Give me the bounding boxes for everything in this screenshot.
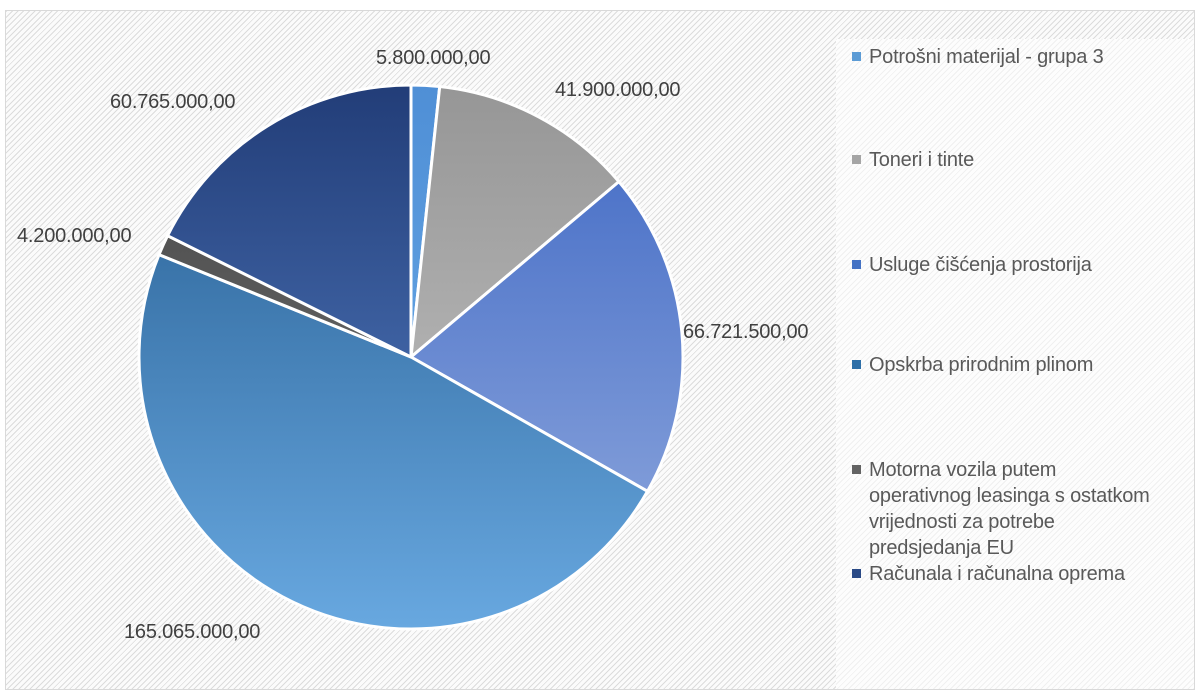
legend-label: Motorna vozila putem operativnog leasing… — [869, 459, 1150, 559]
data-label-potrosni-materijal: 5.800.000,00 — [376, 47, 491, 69]
legend-swatch — [852, 260, 861, 269]
legend-item-motorna-vozila: Motorna vozila putem operativnog leasing… — [852, 457, 1152, 561]
legend-item-racunala: Računala i računalna oprema — [852, 561, 1152, 587]
data-label-racunala: 60.765.000,00 — [110, 91, 236, 113]
legend-swatch — [852, 569, 861, 578]
pie-slice-4 — [137, 253, 650, 631]
pie-slice-2 — [409, 85, 621, 359]
pie-slice-6 — [166, 83, 413, 359]
legend-swatch — [852, 52, 861, 61]
data-label-toneri-i-tinte: 41.900.000,00 — [555, 79, 681, 101]
legend-label: Toneri i tinte — [869, 149, 975, 171]
legend-label: Potrošni materijal - grupa 3 — [869, 46, 1104, 68]
legend-swatch — [852, 360, 861, 369]
legend-item-usluge-ciscenja: Usluge čišćenja prostorija — [852, 252, 1152, 278]
data-label-motorna-vozila: 4.200.000,00 — [17, 225, 132, 247]
legend-label: Usluge čišćenja prostorija — [869, 254, 1092, 276]
legend-panel — [836, 39, 1194, 689]
pie-slice-3 — [409, 180, 685, 493]
data-label-usluge-ciscenja: 66.721.500,00 — [683, 321, 809, 343]
legend-swatch — [852, 465, 861, 474]
data-label-opskrba-plinom: 165.065.000,00 — [124, 621, 261, 643]
legend-swatch — [852, 155, 861, 164]
legend-label: Opskrba prirodnim plinom — [869, 354, 1094, 376]
legend-item-potrosni-materijal: Potrošni materijal - grupa 3 — [852, 44, 1152, 70]
pie-slices — [137, 83, 685, 631]
legend-item-toneri-i-tinte: Toneri i tinte — [852, 147, 1152, 173]
legend-label: Računala i računalna oprema — [869, 563, 1125, 585]
legend-item-opskrba-plinom: Opskrba prirodnim plinom — [852, 352, 1152, 378]
